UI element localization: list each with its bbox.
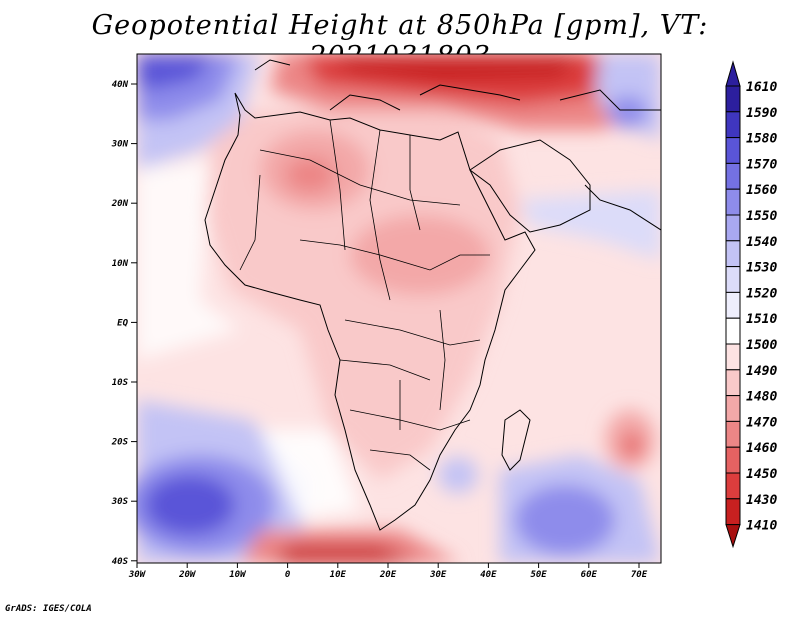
latitude-axis: 40N 30N 20N 10N EQ 10S 20S 30S 40S: [111, 80, 137, 567]
colorbar-segment: [725, 85, 741, 113]
colorbar-segment: [725, 317, 741, 345]
lat-label: 10S: [112, 378, 129, 388]
lat-label: 40S: [112, 557, 129, 567]
lat-label: 30S: [111, 497, 129, 507]
colorbar-label: 1490: [746, 364, 777, 379]
colorbar-label: 1550: [746, 209, 777, 224]
colorbar: 1610 1590 1580 1570 1560 1550 1540 1530 1520 1510…: [725, 60, 777, 549]
lat-label: 30N: [111, 140, 129, 150]
colorbar-label: 1480: [746, 390, 777, 405]
colorbar-segment: [725, 343, 741, 371]
colorbar-label: 1410: [746, 519, 777, 534]
lon-label: 60E: [581, 570, 598, 580]
colorbar-segment: [725, 111, 741, 139]
colorbar-bottom-arrow: [725, 524, 741, 549]
colorbar-label: 1570: [746, 157, 777, 172]
colorbar-label: 1520: [746, 286, 777, 301]
colorbar-segment: [725, 137, 741, 164]
colorbar-segment: [725, 395, 741, 422]
colorbar-label: 1540: [746, 235, 777, 250]
colorbar-segment: [725, 266, 741, 293]
lon-label: 40E: [480, 570, 497, 580]
lat-label: 20S: [111, 438, 129, 448]
map-frame: [136, 53, 662, 564]
lon-label: 20E: [379, 570, 397, 580]
credit-text: GrADS: IGES/COLA: [5, 604, 92, 614]
colorbar-label: 1580: [746, 132, 777, 147]
lon-label: 30W: [128, 570, 147, 580]
colorbar-segment: [725, 369, 741, 397]
colorbar-segment: [725, 420, 741, 448]
lon-label: 10E: [330, 570, 347, 580]
lon-label: 0: [285, 570, 291, 580]
lon-label: 10W: [229, 570, 247, 580]
lat-label: 20N: [111, 199, 129, 209]
colorbar-segment: [725, 162, 741, 190]
lon-label: 20W: [178, 570, 197, 580]
colorbar-label: 1500: [746, 338, 777, 353]
lon-label: 30E: [429, 570, 447, 580]
colorbar-segment: [725, 446, 741, 474]
colorbar-label: 1430: [746, 493, 777, 508]
colorbar-segment: [725, 214, 741, 242]
colorbar-label: 1530: [746, 261, 777, 276]
colorbar-label: 1610: [746, 80, 777, 95]
colorbar-label: 1510: [746, 312, 777, 327]
colorbar-segment: [725, 498, 741, 526]
colorbar-label: 1470: [746, 415, 777, 430]
lat-label: 40N: [112, 80, 129, 90]
colorbar-segment: [725, 188, 741, 216]
colorbar-segment: [725, 472, 741, 500]
colorbar-top-arrow: [725, 60, 741, 87]
colorbar-label: 1590: [746, 106, 777, 121]
colorbar-segment: [725, 240, 741, 268]
colorbar-segment: [725, 291, 741, 319]
colorbar-label: 1450: [746, 467, 777, 482]
longitude-axis: 30W 20W 10W 0 10E 20E 30E 40E 50E 60E 70E: [128, 563, 648, 580]
colorbar-label: 1560: [746, 183, 777, 198]
lon-label: 50E: [530, 570, 547, 580]
lon-label: 70E: [631, 570, 648, 580]
lat-label: 10N: [112, 259, 129, 269]
lat-label: EQ: [117, 318, 128, 328]
height-field: [137, 54, 661, 563]
colorbar-label: 1460: [746, 441, 777, 456]
